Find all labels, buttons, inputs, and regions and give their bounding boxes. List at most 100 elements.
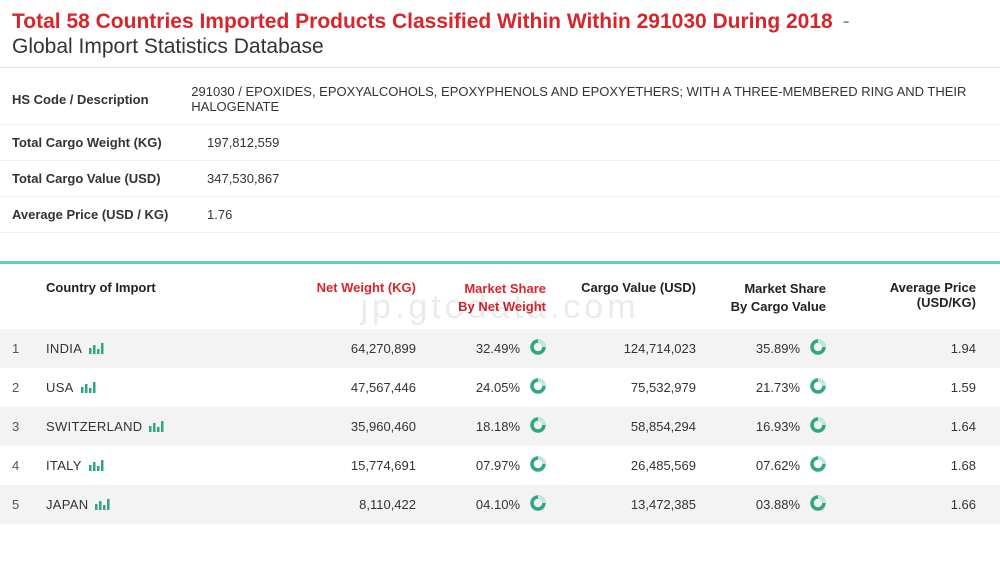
cell-country[interactable]: JAPAN: [46, 497, 276, 513]
table-row[interactable]: 3SWITZERLAND 35,960,460 18.18% 58,854,29416…: [0, 407, 1000, 446]
donut-icon[interactable]: [530, 495, 546, 514]
summary-section: HS Code / Description291030 / EPOXIDES, …: [0, 68, 1000, 233]
cell-price: 1.94: [836, 341, 986, 356]
donut-icon[interactable]: [530, 378, 546, 397]
country-name: INDIA: [46, 341, 82, 356]
table-row[interactable]: 2USA 47,567,446 24.05% 75,532,979 21.73% 1.59: [0, 368, 1000, 407]
summary-label: HS Code / Description: [12, 92, 191, 107]
cell-value: 13,472,385: [556, 497, 706, 512]
page-header: Total 58 Countries Imported Products Cla…: [0, 0, 1000, 68]
section-gap: [0, 233, 1000, 261]
cell-ms-value: 16.93%: [706, 417, 836, 436]
donut-icon[interactable]: [810, 417, 826, 436]
donut-icon[interactable]: [530, 339, 546, 358]
title-dash: -: [843, 10, 850, 33]
table-row[interactable]: 4ITALY15,774,691 07.97% 26,485,569 07.62% 1.…: [0, 446, 1000, 485]
summary-label: Total Cargo Weight (KG): [12, 135, 207, 150]
table-header-row: Country of Import Net Weight (KG) Market…: [0, 264, 1000, 329]
cell-value: 26,485,569: [556, 458, 706, 473]
col-header-value[interactable]: Cargo Value (USD): [556, 280, 706, 295]
cell-ms-value: 07.62%: [706, 456, 836, 475]
summary-value: 291030 / EPOXIDES, EPOXYALCOHOLS, EPOXYP…: [191, 84, 988, 114]
row-index: 3: [12, 419, 46, 434]
summary-row: Average Price (USD / KG)1.76: [0, 197, 1000, 233]
cell-country[interactable]: INDIA: [46, 341, 276, 357]
cell-value: 75,532,979: [556, 380, 706, 395]
summary-value: 347,530,867: [207, 171, 279, 186]
cell-price: 1.64: [836, 419, 986, 434]
row-index: 2: [12, 380, 46, 395]
summary-row: HS Code / Description291030 / EPOXIDES, …: [0, 74, 1000, 125]
col-header-price[interactable]: Average Price (USD/KG): [836, 280, 986, 310]
data-table: Country of Import Net Weight (KG) Market…: [0, 261, 1000, 524]
ms-weight-value: 32.49%: [476, 341, 520, 356]
page-subtitle: Global Import Statistics Database: [12, 35, 988, 59]
bar-chart-icon[interactable]: [88, 342, 104, 357]
row-index: 5: [12, 497, 46, 512]
ms-value-value: 07.62%: [756, 458, 800, 473]
country-name: USA: [46, 380, 74, 395]
summary-label: Total Cargo Value (USD): [12, 171, 207, 186]
col-header-weight[interactable]: Net Weight (KG): [276, 280, 426, 295]
bar-chart-icon[interactable]: [94, 498, 110, 513]
cell-weight: 47,567,446: [276, 380, 426, 395]
cell-ms-weight: 32.49%: [426, 339, 556, 358]
summary-value: 1.76: [207, 207, 232, 222]
donut-icon[interactable]: [530, 456, 546, 475]
cell-ms-value: 35.89%: [706, 339, 836, 358]
cell-weight: 15,774,691: [276, 458, 426, 473]
country-name: JAPAN: [46, 497, 88, 512]
page-title-line1: Total 58 Countries Imported Products Cla…: [12, 10, 988, 34]
ms-value-value: 03.88%: [756, 497, 800, 512]
cell-ms-weight: 24.05%: [426, 378, 556, 397]
col-header-ms-weight-l1: Market Share: [426, 280, 546, 298]
title-red-text: Total 58 Countries Imported Products Cla…: [12, 10, 833, 33]
col-header-ms-value[interactable]: Market Share By Cargo Value: [706, 280, 836, 315]
cell-country[interactable]: SWITZERLAND: [46, 419, 276, 435]
summary-label: Average Price (USD / KG): [12, 207, 207, 222]
donut-icon[interactable]: [810, 378, 826, 397]
donut-icon[interactable]: [810, 456, 826, 475]
cell-country[interactable]: ITALY: [46, 458, 276, 474]
donut-icon[interactable]: [810, 339, 826, 358]
cell-weight: 8,110,422: [276, 497, 426, 512]
cell-ms-weight: 07.97%: [426, 456, 556, 475]
bar-chart-icon[interactable]: [80, 381, 96, 396]
ms-weight-value: 24.05%: [476, 380, 520, 395]
ms-weight-value: 18.18%: [476, 419, 520, 434]
country-name: SWITZERLAND: [46, 419, 142, 434]
col-header-ms-value-l2: By Cargo Value: [706, 298, 826, 316]
donut-icon[interactable]: [530, 417, 546, 436]
row-index: 4: [12, 458, 46, 473]
ms-weight-value: 07.97%: [476, 458, 520, 473]
summary-value: 197,812,559: [207, 135, 279, 150]
col-header-country[interactable]: Country of Import: [46, 280, 276, 295]
summary-row: Total Cargo Value (USD)347,530,867: [0, 161, 1000, 197]
donut-icon[interactable]: [810, 495, 826, 514]
cell-price: 1.66: [836, 497, 986, 512]
table-body: 1INDIA 64,270,899 32.49% 124,714,023 35.89% 1…: [0, 329, 1000, 524]
cell-value: 58,854,294: [556, 419, 706, 434]
cell-ms-value: 03.88%: [706, 495, 836, 514]
bar-chart-icon[interactable]: [88, 459, 104, 474]
cell-ms-weight: 18.18%: [426, 417, 556, 436]
ms-value-value: 35.89%: [756, 341, 800, 356]
ms-value-value: 21.73%: [756, 380, 800, 395]
table-row[interactable]: 1INDIA 64,270,899 32.49% 124,714,023 35.89% 1…: [0, 329, 1000, 368]
summary-row: Total Cargo Weight (KG)197,812,559: [0, 125, 1000, 161]
cell-price: 1.59: [836, 380, 986, 395]
table-row[interactable]: 5JAPAN 8,110,422 04.10% 13,472,385 03.88% 1.6…: [0, 485, 1000, 524]
cell-ms-weight: 04.10%: [426, 495, 556, 514]
cell-weight: 64,270,899: [276, 341, 426, 356]
cell-country[interactable]: USA: [46, 380, 276, 396]
row-index: 1: [12, 341, 46, 356]
cell-value: 124,714,023: [556, 341, 706, 356]
cell-price: 1.68: [836, 458, 986, 473]
bar-chart-icon[interactable]: [148, 420, 164, 435]
col-header-ms-value-l1: Market Share: [706, 280, 826, 298]
ms-weight-value: 04.10%: [476, 497, 520, 512]
col-header-ms-weight[interactable]: Market Share By Net Weight: [426, 280, 556, 315]
cell-weight: 35,960,460: [276, 419, 426, 434]
cell-ms-value: 21.73%: [706, 378, 836, 397]
col-header-ms-weight-l2: By Net Weight: [426, 298, 546, 316]
